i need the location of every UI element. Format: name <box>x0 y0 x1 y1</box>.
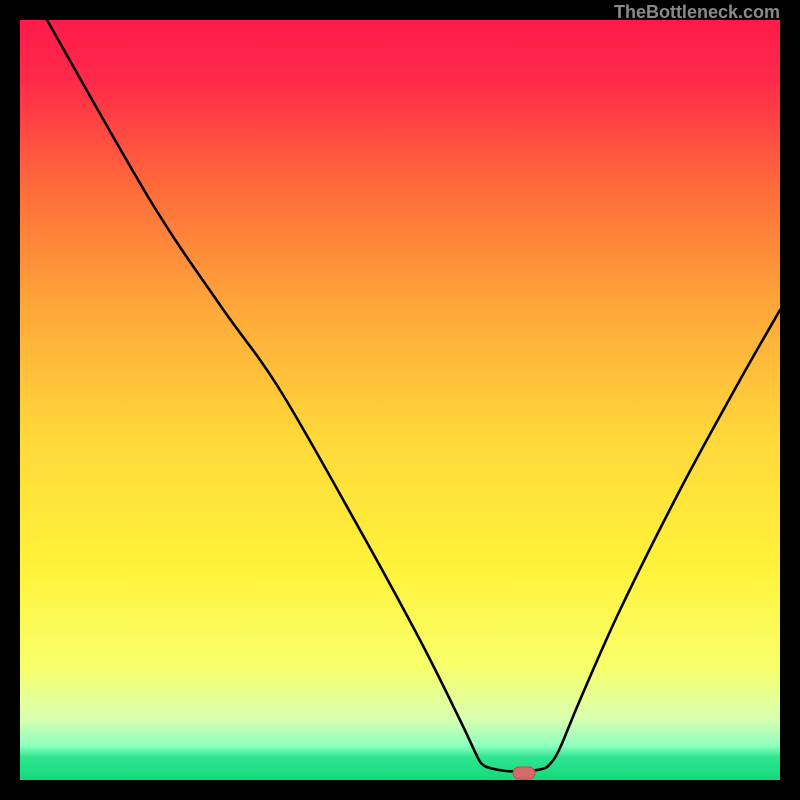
optimal-marker <box>513 767 535 779</box>
bottleneck-chart <box>20 20 780 780</box>
watermark-text: TheBottleneck.com <box>614 2 780 23</box>
gradient-background <box>20 20 780 780</box>
chart-plot-area <box>20 20 780 780</box>
